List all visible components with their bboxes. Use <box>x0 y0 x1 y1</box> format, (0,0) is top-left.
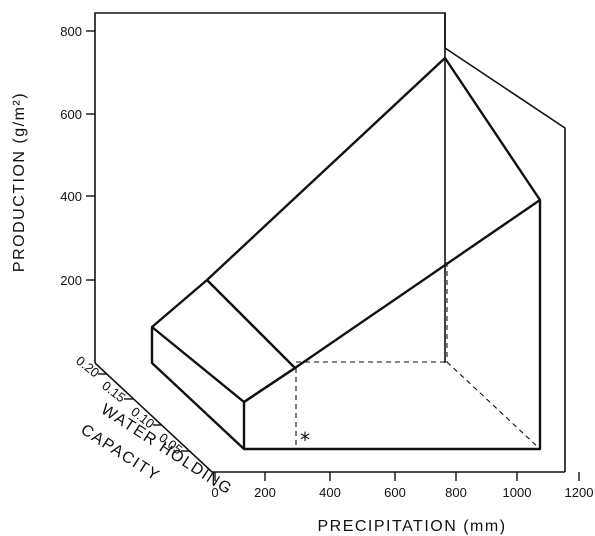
z-axis-title: WATER HOLDING CAPACITY <box>78 401 236 499</box>
x-tick-label-800: 800 <box>445 485 467 500</box>
surface-left-block <box>150 278 297 451</box>
y-tick-label-400: 400 <box>60 189 82 204</box>
y-tick-label-800: 800 <box>60 24 82 39</box>
x-tick-label-0: 0 <box>211 485 218 500</box>
surface-front <box>244 200 542 451</box>
surface-front-edge <box>243 367 296 403</box>
y-axis-title: PRODUCTION (g/m²) <box>11 92 28 272</box>
x-tick-label-1200: 1200 <box>565 485 594 500</box>
y-tick-label-200: 200 <box>60 273 82 288</box>
floor-edge <box>94 362 565 473</box>
plot-box-frame <box>94 12 566 473</box>
marker-star: * <box>300 428 310 452</box>
x-tick-label-400: 400 <box>319 485 341 500</box>
z-tick-label-0.15: 0.15 <box>99 378 128 405</box>
x-tick-label-1000: 1000 <box>503 485 532 500</box>
x-tick-label-200: 200 <box>254 485 276 500</box>
surface-plot <box>150 56 542 451</box>
back-wall <box>94 12 446 363</box>
y-tick-label-600: 600 <box>60 107 82 122</box>
hidden-edges <box>295 262 541 450</box>
dashed-diagonal <box>446 361 541 450</box>
x-axis-title: PRECIPITATION (mm) <box>317 518 506 535</box>
x-tick-label-600: 600 <box>384 485 406 500</box>
z-tick-label-0.20: 0.20 <box>73 353 102 380</box>
axis-ticks <box>86 30 580 481</box>
right-wall <box>444 47 566 472</box>
surface-main-slope <box>206 56 542 369</box>
